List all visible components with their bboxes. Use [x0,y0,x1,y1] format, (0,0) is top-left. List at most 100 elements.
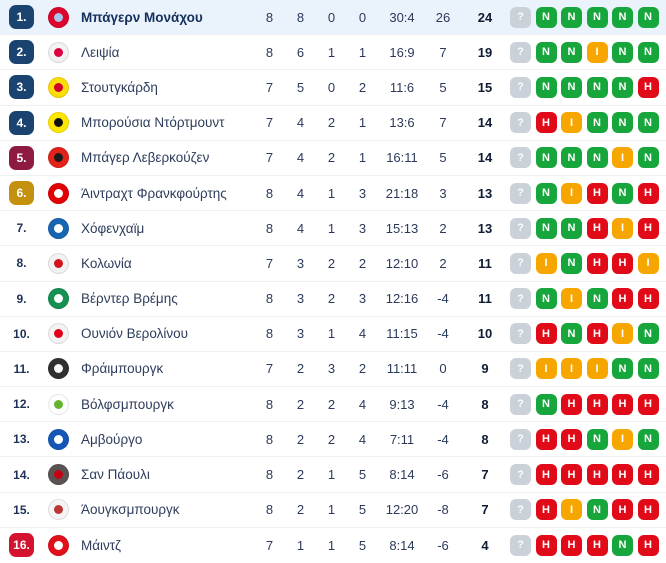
form-badge[interactable]: Ν [612,182,633,204]
form-badge[interactable]: Ν [637,428,659,450]
form-badge[interactable]: Ι [586,358,608,380]
form-badge[interactable]: Ι [561,182,582,204]
team-name[interactable]: Σαν Πάουλι [81,467,150,483]
form-badge[interactable]: Η [561,464,582,486]
table-row[interactable]: 16. Μάιντζ 7 1 1 5 8:14 -6 4 ? Η Η Η Ν Η [0,528,666,563]
form-unknown-badge[interactable]: ? [510,323,531,345]
table-row[interactable]: 10. Ουνιόν Βερολίνου 8 3 1 4 11:15 -4 10… [0,317,666,352]
table-row[interactable]: 13. Αμβούργο 8 2 2 4 7:11 -4 8 ? Η Η Ν Ι Ν [0,422,666,458]
form-badge[interactable]: Η [586,217,608,239]
form-badge[interactable]: Ν [535,76,557,98]
form-badge[interactable]: Η [612,288,633,310]
form-badge[interactable]: Η [637,182,659,204]
form-badge[interactable]: Η [586,393,608,415]
form-badge[interactable]: Η [535,464,557,486]
table-row[interactable]: 15. Άουγκσμπουργκ 8 2 1 5 12:20 -8 7 ? Η Ι… [0,493,666,528]
form-badge[interactable]: Ι [561,358,582,380]
form-badge[interactable]: Η [535,534,557,556]
form-unknown-badge[interactable]: ? [510,464,531,486]
form-unknown-badge[interactable]: ? [510,358,531,380]
form-badge[interactable]: Η [612,499,633,521]
form-badge[interactable]: Η [637,534,659,556]
form-badge[interactable]: Ν [561,41,582,63]
form-unknown-badge[interactable]: ? [510,534,531,556]
form-badge[interactable]: Η [561,393,582,415]
form-badge[interactable]: Ν [561,76,582,98]
form-badge[interactable]: Η [561,534,582,556]
form-badge[interactable]: Ν [561,323,582,345]
table-row[interactable]: 4. Μπορούσια Ντόρτμουντ 7 4 2 1 13:6 7 1… [0,106,666,141]
form-badge[interactable]: Ν [637,323,659,345]
table-row[interactable]: 3. Στουτγκάρδη 7 5 0 2 11:6 5 15 ? Ν Ν Ν Ν Η [0,70,666,106]
form-badge[interactable]: Ν [586,76,608,98]
form-badge[interactable]: Ν [535,182,557,204]
form-unknown-badge[interactable]: ? [510,288,531,310]
form-badge[interactable]: Ι [612,147,633,169]
team-name[interactable]: Μάιντζ [81,537,121,553]
form-badge[interactable]: Η [586,464,608,486]
team-name[interactable]: Φράιμπουργκ [81,361,164,377]
team-name[interactable]: Βόλφσμπουργκ [81,396,174,412]
form-unknown-badge[interactable]: ? [510,499,531,521]
team-name[interactable]: Άουγκσμπουργκ [81,502,180,518]
team-name[interactable]: Μπάγερ Λεβερκούζεν [81,150,210,166]
form-badge[interactable]: Ι [561,288,582,310]
form-badge[interactable]: Ν [612,76,633,98]
form-badge[interactable]: Ν [535,393,557,415]
form-badge[interactable]: Ι [535,358,557,380]
form-badge[interactable]: Ν [561,6,582,28]
form-badge[interactable]: Η [637,76,659,98]
form-badge[interactable]: Η [535,323,557,345]
form-badge[interactable]: Ν [637,112,659,134]
form-badge[interactable]: Ι [612,323,633,345]
form-badge[interactable]: Ν [535,288,557,310]
form-badge[interactable]: Ι [535,252,557,274]
form-badge[interactable]: Ν [535,217,557,239]
form-unknown-badge[interactable]: ? [510,217,531,239]
form-badge[interactable]: Ν [535,6,557,28]
form-badge[interactable]: Ν [535,41,557,63]
form-badge[interactable]: Ν [586,288,608,310]
form-badge[interactable]: Ν [637,358,659,380]
team-name[interactable]: Χόφενχαϊμ [81,220,145,236]
form-badge[interactable]: Ι [586,41,608,63]
team-name[interactable]: Άιντραχτ Φρανκφούρτης [81,185,227,201]
team-name[interactable]: Βέρντερ Βρέμης [81,291,178,307]
form-badge[interactable]: Η [535,499,557,521]
form-unknown-badge[interactable]: ? [510,112,531,134]
form-badge[interactable]: Η [586,182,608,204]
form-badge[interactable]: Ν [535,147,557,169]
form-badge[interactable]: Ν [561,252,582,274]
form-badge[interactable]: Η [637,464,659,486]
form-badge[interactable]: Ν [612,112,633,134]
form-badge[interactable]: Η [637,393,659,415]
form-badge[interactable]: Η [535,428,557,450]
team-name[interactable]: Αμβούργο [81,431,143,447]
team-name[interactable]: Λειψία [81,44,120,60]
form-badge[interactable]: Ν [637,41,659,63]
form-badge[interactable]: Η [612,464,633,486]
form-badge[interactable]: Ν [561,217,582,239]
team-name[interactable]: Μπάγερν Μονάχου [81,9,203,25]
table-row[interactable]: 7. Χόφενχαϊμ 8 4 1 3 15:13 2 13 ? Ν Ν Η Ι Η [0,211,666,247]
form-badge[interactable]: Ν [612,6,633,28]
form-badge[interactable]: Η [586,534,608,556]
form-badge[interactable]: Η [612,393,633,415]
table-row[interactable]: 11. Φράιμπουργκ 7 2 3 2 11:11 0 9 ? Ι Ι Ι Ν Ν [0,352,666,388]
team-name[interactable]: Μπορούσια Ντόρτμουντ [81,115,225,131]
table-row[interactable]: 1. Μπάγερν Μονάχου 8 8 0 0 30:4 26 24 ? Ν… [0,0,666,36]
form-badge[interactable]: Ν [612,534,633,556]
form-badge[interactable]: Ν [586,499,608,521]
team-name[interactable]: Κολωνία [81,255,132,271]
form-badge[interactable]: Η [637,288,659,310]
form-badge[interactable]: Ν [586,428,608,450]
team-name[interactable]: Ουνιόν Βερολίνου [81,326,188,342]
form-unknown-badge[interactable]: ? [510,182,531,204]
form-badge[interactable]: Ν [586,112,608,134]
form-badge[interactable]: Η [561,428,582,450]
table-row[interactable]: 2. Λειψία 8 6 1 1 16:9 7 19 ? Ν Ν Ι Ν Ν [0,35,666,71]
form-badge[interactable]: Ν [612,41,633,63]
table-row[interactable]: 14. Σαν Πάουλι 8 2 1 5 8:14 -6 7 ? Η Η Η Η Η [0,457,666,493]
table-row[interactable]: 5. Μπάγερ Λεβερκούζεν 7 4 2 1 16:11 5 14… [0,141,666,176]
form-badge[interactable]: Ν [586,6,608,28]
